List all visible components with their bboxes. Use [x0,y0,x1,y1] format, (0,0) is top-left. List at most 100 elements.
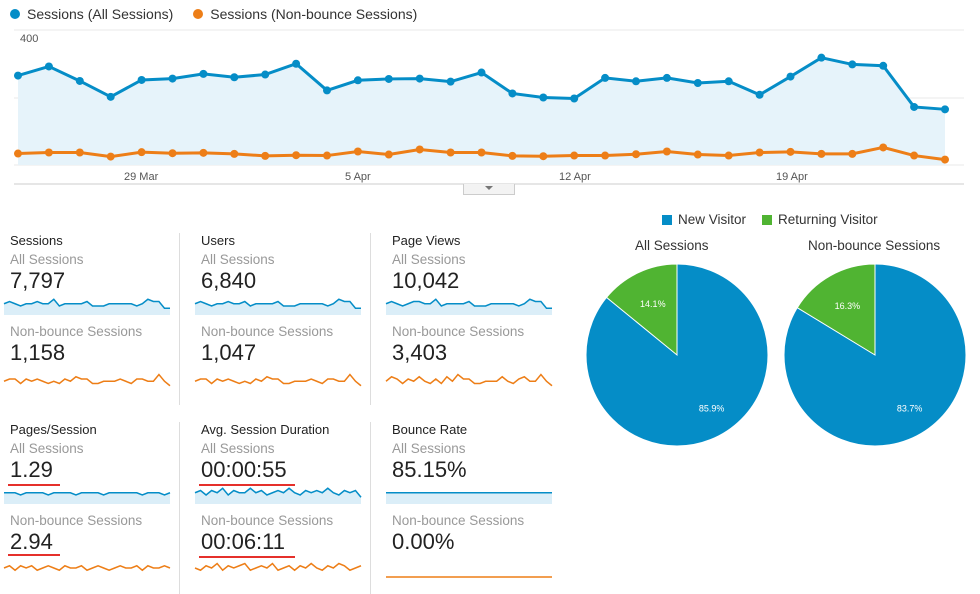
data-point[interactable] [168,149,177,158]
data-point[interactable] [44,62,53,71]
metric-divider [179,233,180,405]
metric-card[interactable]: Pages/Session All Sessions 1.29 Non-boun… [0,422,180,594]
pie-slice-returning-visitor[interactable] [796,263,876,356]
data-point[interactable] [632,150,640,159]
data-point[interactable] [632,77,640,86]
data-point[interactable] [230,73,239,82]
data-point[interactable] [941,105,949,114]
data-point[interactable] [137,75,146,84]
data-point[interactable] [910,102,919,111]
pie-chart-all-sessions[interactable]: 14.1% 85.9% [584,262,770,448]
metric-value: 85.15% [392,457,467,482]
data-point[interactable] [786,72,795,81]
data-point[interactable] [508,89,517,98]
sparkline-nonbounce-sessions [3,373,171,387]
legend-item-new-visitor[interactable]: New Visitor [662,212,746,227]
data-point[interactable] [693,78,702,87]
data-point[interactable] [662,147,671,156]
sparkline-area [4,299,170,315]
data-point[interactable] [601,73,610,82]
sparkline-all-sessions [3,298,170,315]
metric-card[interactable]: Page Views All Sessions 10,042 Non-bounc… [382,233,562,405]
data-point[interactable] [786,147,795,156]
pie-chart-nonbounce-sessions[interactable]: 16.3% 83.7% [782,262,968,448]
data-point[interactable] [199,69,208,78]
data-point[interactable] [539,152,548,161]
data-point[interactable] [848,60,857,69]
data-point[interactable] [570,94,579,103]
metric-divider [370,233,371,405]
data-point[interactable] [384,150,393,159]
x-tick-label: 12 Apr [559,171,591,183]
metric-value: 00:06:11 [201,529,286,554]
data-point[interactable] [570,151,579,160]
data-point[interactable] [292,59,301,68]
data-point[interactable] [662,73,671,82]
data-point[interactable] [415,145,424,154]
data-point[interactable] [292,151,301,160]
data-point[interactable] [323,151,331,160]
legend-dot-icon [193,9,204,19]
data-point[interactable] [199,148,208,157]
data-point[interactable] [14,149,22,158]
pie-slice-returning-visitor[interactable] [605,263,678,357]
data-point[interactable] [539,93,548,102]
data-point[interactable] [724,151,733,160]
metric-title: Pages/Session [10,422,97,437]
metric-title: Bounce Rate [392,422,468,437]
legend-item-all-sessions[interactable]: Sessions (All Sessions) [10,6,173,22]
data-point[interactable] [323,86,331,95]
legend-square-icon [762,214,773,225]
data-point[interactable] [508,151,517,160]
data-point[interactable] [910,151,919,160]
metric-value: 7,797 [10,268,66,293]
data-point[interactable] [446,77,455,86]
pie-label-new: 85.9% [699,403,725,413]
data-point[interactable] [755,148,764,157]
data-point[interactable] [261,151,270,160]
legend-item-returning-visitor[interactable]: Returning Visitor [762,212,878,227]
data-point[interactable] [106,92,115,101]
data-point[interactable] [848,149,857,158]
data-point[interactable] [941,155,949,164]
metric-value: 00:00:55 [201,457,287,482]
metric-card[interactable]: Bounce Rate All Sessions 85.15% Non-boun… [382,422,562,594]
sparkline-nonbounce-sessions [194,562,362,572]
metric-card[interactable]: Users All Sessions 6,840 Non-bounce Sess… [191,233,371,405]
data-point[interactable] [75,76,84,85]
pie-title-all-sessions: All Sessions [635,238,709,253]
data-point[interactable] [755,90,764,99]
data-point[interactable] [106,152,115,161]
metric-card[interactable]: Sessions All Sessions 7,797 Non-bounce S… [0,233,180,405]
data-point[interactable] [44,148,53,157]
data-point[interactable] [879,143,888,152]
data-point[interactable] [817,53,826,62]
data-point[interactable] [693,150,702,159]
data-point[interactable] [601,151,610,160]
data-point[interactable] [879,61,888,70]
data-point[interactable] [384,74,393,83]
metric-segment-label: All Sessions [392,441,466,456]
data-point[interactable] [75,148,84,157]
metric-segment-label: Non-bounce Sessions [392,513,525,528]
data-point[interactable] [415,74,424,83]
data-point[interactable] [446,148,455,157]
data-point[interactable] [168,74,177,83]
data-point[interactable] [353,147,362,156]
data-point[interactable] [230,149,239,158]
sparkline-line [3,564,171,572]
data-point[interactable] [14,71,22,80]
metric-card[interactable]: Avg. Session Duration All Sessions 00:00… [191,422,371,594]
data-point[interactable] [261,70,270,79]
pie-title-nonbounce-sessions: Non-bounce Sessions [808,238,941,253]
data-point[interactable] [477,68,486,77]
data-point[interactable] [353,76,362,85]
data-point[interactable] [724,77,733,86]
legend-item-nonbounce-sessions[interactable]: Sessions (Non-bounce Sessions) [193,6,417,22]
legend-square-icon [662,214,672,225]
data-point[interactable] [817,149,826,158]
chart-resize-handle[interactable] [463,184,515,195]
metric-segment-label: Non-bounce Sessions [392,324,525,339]
data-point[interactable] [137,148,146,157]
data-point[interactable] [477,148,486,157]
